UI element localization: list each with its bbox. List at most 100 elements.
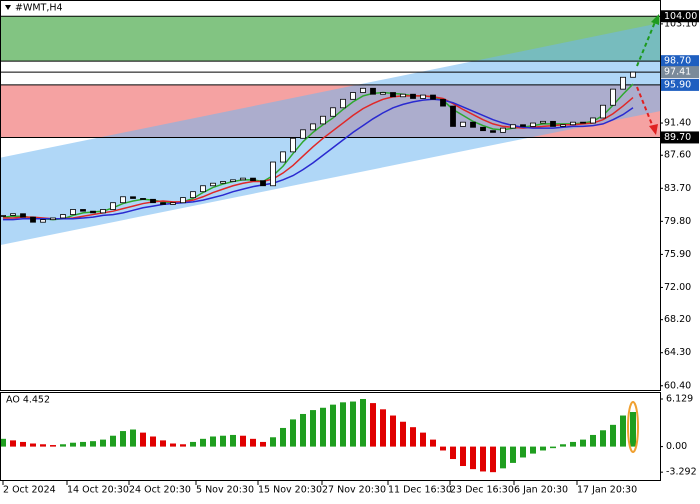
candle bbox=[480, 126, 486, 132]
ao-y-tick-label: -3.292 bbox=[666, 467, 697, 478]
candle bbox=[0, 215, 6, 217]
level-label-box bbox=[661, 78, 699, 91]
ao-bar bbox=[610, 424, 616, 447]
ao-bar bbox=[200, 438, 206, 447]
ao-bar bbox=[530, 446, 536, 454]
ao-bar bbox=[250, 438, 256, 447]
ao-bar bbox=[170, 443, 176, 447]
level-label-box bbox=[661, 55, 699, 68]
candle bbox=[60, 214, 66, 219]
candle bbox=[80, 209, 86, 212]
ao-bar bbox=[70, 442, 76, 447]
candle bbox=[210, 182, 216, 187]
candle bbox=[460, 121, 466, 127]
y-tick-label: 87.60 bbox=[664, 150, 691, 161]
trend-channel bbox=[0, 23, 660, 246]
candle bbox=[50, 217, 56, 221]
ao-bar bbox=[420, 432, 426, 447]
ao-bar bbox=[240, 435, 246, 447]
ao-bar bbox=[300, 413, 306, 447]
candle bbox=[550, 120, 556, 127]
channel-layer bbox=[0, 23, 660, 246]
ao-bar bbox=[110, 435, 116, 447]
y-tick-label: 75.90 bbox=[664, 249, 691, 260]
ao-bar bbox=[590, 434, 596, 447]
ao-bar bbox=[600, 430, 606, 447]
ao-bar bbox=[0, 438, 6, 447]
candle bbox=[340, 98, 346, 109]
candle bbox=[260, 180, 266, 187]
candle bbox=[400, 93, 406, 98]
ao-bar bbox=[490, 446, 496, 473]
y-tick-label: 60.40 bbox=[664, 380, 691, 391]
ao-bar bbox=[550, 446, 556, 449]
ao-bar bbox=[50, 445, 56, 447]
candle bbox=[270, 161, 276, 187]
candle bbox=[620, 76, 626, 90]
candle bbox=[610, 88, 616, 106]
candle bbox=[290, 137, 296, 153]
ao-bar bbox=[620, 415, 626, 447]
ao-bar bbox=[570, 441, 576, 447]
ao-bar bbox=[400, 421, 406, 447]
level-label: 95.90 bbox=[664, 79, 691, 90]
ao-bar bbox=[310, 410, 316, 447]
x-tick-label: 14 Oct 20:30 bbox=[67, 485, 129, 496]
y-tick-label: 68.20 bbox=[664, 314, 691, 325]
candle bbox=[200, 185, 206, 193]
x-tick-label: 11 Dec 16:30 bbox=[388, 485, 452, 496]
level-label: 104.00 bbox=[664, 11, 697, 22]
y-tick-label: 91.40 bbox=[664, 118, 691, 129]
ao-bar bbox=[230, 434, 236, 447]
ao-y-tick-label: 0.00 bbox=[666, 441, 687, 452]
x-tick-label: 6 Jan 20:30 bbox=[514, 485, 568, 496]
y-tick-label: 64.30 bbox=[664, 347, 691, 358]
ao-bar bbox=[630, 412, 636, 447]
candle bbox=[410, 93, 416, 99]
level-label: 97.41 bbox=[664, 67, 691, 78]
x-tick-label: 5 Nov 20:30 bbox=[196, 485, 254, 496]
candle bbox=[30, 216, 36, 223]
y-tick-label: 103.10 bbox=[664, 18, 697, 29]
candle bbox=[520, 124, 526, 127]
candle bbox=[100, 209, 106, 214]
candle bbox=[570, 121, 576, 126]
ao-bar bbox=[580, 439, 586, 447]
main-frame bbox=[0, 0, 661, 391]
x-tick-label: 27 Nov 20:30 bbox=[322, 485, 386, 496]
y-tick-label: 72.00 bbox=[664, 282, 691, 293]
candle bbox=[310, 123, 316, 131]
x-tick-label: 15 Nov 20:30 bbox=[258, 485, 322, 496]
candle bbox=[160, 202, 166, 205]
moving-average bbox=[3, 98, 634, 221]
ao-bar bbox=[350, 401, 356, 447]
ao-bar bbox=[220, 435, 226, 447]
level-label-box bbox=[661, 66, 699, 79]
down-arrowhead bbox=[649, 124, 658, 135]
candle bbox=[20, 213, 26, 218]
ao-layer bbox=[0, 398, 636, 473]
moving-average bbox=[2, 83, 634, 221]
title-icon bbox=[5, 5, 11, 10]
candle bbox=[500, 127, 506, 133]
level-label: 89.70 bbox=[664, 132, 691, 143]
ao-bar bbox=[20, 441, 26, 447]
lines-layer bbox=[0, 15, 660, 221]
ao-bar bbox=[370, 403, 376, 447]
x-tick-label: 2 Oct 2024 bbox=[3, 485, 56, 496]
candle bbox=[40, 219, 46, 223]
candles-layer bbox=[0, 71, 636, 223]
up-arrowhead bbox=[651, 14, 659, 25]
candle bbox=[240, 177, 246, 181]
candle bbox=[150, 198, 156, 204]
candle bbox=[330, 107, 336, 117]
candle bbox=[470, 121, 476, 128]
ao-bar bbox=[160, 440, 166, 447]
candle bbox=[280, 151, 286, 163]
highlight-ellipse bbox=[627, 401, 639, 453]
axis-layer: 103.10 91.40 87.60 83.70 79.80 75.90 72.00 68.2… bbox=[2, 10, 699, 496]
ao-bar bbox=[10, 440, 16, 447]
level-label: 98.70 bbox=[664, 56, 691, 67]
y-tick-label: 79.80 bbox=[664, 216, 691, 227]
